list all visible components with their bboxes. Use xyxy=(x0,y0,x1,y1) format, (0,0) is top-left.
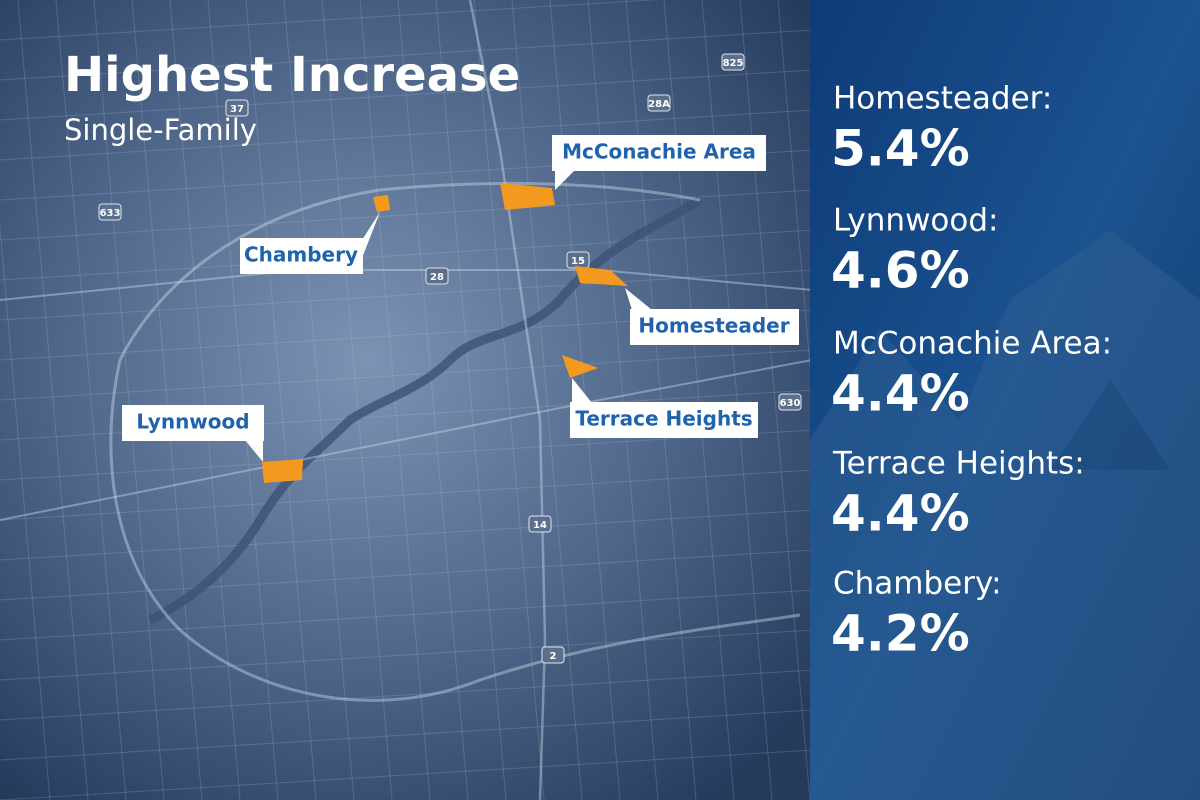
shield-box xyxy=(425,267,449,285)
callout-pointer xyxy=(625,288,652,310)
area-name: Lynnwood: xyxy=(833,203,998,239)
street xyxy=(0,69,813,121)
shield-label: 2 xyxy=(550,651,557,662)
callout-pointer xyxy=(245,440,263,462)
callout-box xyxy=(570,402,758,438)
callouts xyxy=(122,135,799,462)
area-lynnwood xyxy=(262,459,303,483)
street xyxy=(0,349,813,401)
area-name: Chambery: xyxy=(833,566,1002,602)
street xyxy=(0,709,813,761)
street xyxy=(625,0,697,800)
street xyxy=(0,222,51,800)
house-silhouette xyxy=(810,230,1200,800)
street xyxy=(131,0,203,800)
callout-box xyxy=(240,238,363,274)
street xyxy=(473,0,545,800)
shield-label: 630 xyxy=(780,398,801,409)
title: Highest Increase xyxy=(64,47,520,103)
street xyxy=(0,109,813,161)
shield-box xyxy=(721,53,745,71)
street xyxy=(0,189,813,241)
street xyxy=(663,0,735,800)
street xyxy=(207,0,279,800)
street xyxy=(0,749,813,800)
street xyxy=(0,669,813,721)
shield-label: 28A xyxy=(648,99,670,110)
street xyxy=(0,509,813,561)
street xyxy=(511,0,583,800)
street xyxy=(0,429,813,481)
shield-label: 14 xyxy=(533,520,547,531)
area-increase: 4.4% xyxy=(831,485,970,543)
highway-shields: 633 28 15 14 2 630 28A 37 825 xyxy=(98,53,802,664)
side-panel: Homesteader:5.4% Lynnwood:4.6% McConachie … xyxy=(810,0,1200,800)
area-mcconachie xyxy=(500,183,555,210)
street xyxy=(397,0,469,800)
ring-road xyxy=(109,359,801,702)
street xyxy=(17,0,89,800)
highway xyxy=(468,0,547,800)
area-increase: 4.4% xyxy=(831,365,970,423)
shield-box xyxy=(225,99,249,117)
area-increase: 4.6% xyxy=(831,242,970,300)
ring-road xyxy=(118,181,701,361)
map-background xyxy=(0,0,812,800)
shield-box xyxy=(98,203,122,221)
callout-pointer xyxy=(555,170,575,190)
street xyxy=(587,0,659,800)
avenue xyxy=(0,269,813,301)
callout-label: McConachie Area xyxy=(562,140,756,164)
street xyxy=(283,0,355,800)
callout-label: Chambery xyxy=(244,243,358,267)
area-name: Terrace Heights: xyxy=(832,446,1085,482)
street xyxy=(701,0,773,800)
street xyxy=(0,229,813,281)
shield-label: 633 xyxy=(100,208,121,219)
street xyxy=(169,0,241,800)
street xyxy=(435,0,507,800)
shield-label: 37 xyxy=(230,104,244,115)
shield-label: 15 xyxy=(571,256,585,267)
area-name: Homesteader: xyxy=(833,81,1052,117)
street xyxy=(0,629,813,681)
callout-label: Terrace Heights xyxy=(575,407,752,431)
shield-box xyxy=(541,646,565,664)
street xyxy=(0,549,813,601)
callout-label: Homesteader xyxy=(638,314,789,338)
callout-box xyxy=(122,405,264,441)
shield-label: 28 xyxy=(430,272,444,283)
street xyxy=(0,29,813,81)
area-homesteader xyxy=(575,266,628,286)
area-chambery xyxy=(373,195,390,212)
map: 633 28 15 14 2 630 28A 37 825 McConachie Area Ch… xyxy=(0,0,849,800)
street xyxy=(321,0,393,800)
callout-pointer xyxy=(572,378,592,403)
street xyxy=(0,269,813,321)
shield-box xyxy=(528,515,552,533)
increase-list: Homesteader:5.4% Lynnwood:4.6% McConachie … xyxy=(831,81,1112,663)
avenue xyxy=(0,359,813,521)
street xyxy=(55,0,127,800)
shield-label: 825 xyxy=(723,58,744,69)
callout-box xyxy=(552,135,766,171)
callout-label: Lynnwood xyxy=(136,410,249,434)
street xyxy=(245,0,317,800)
area-terrace-heights xyxy=(562,355,598,378)
callout-box xyxy=(630,309,799,345)
subtitle: Single-Family xyxy=(64,113,257,147)
street xyxy=(739,0,811,800)
area-increase: 5.4% xyxy=(831,120,970,178)
shield-box xyxy=(647,94,671,112)
callout-pointer xyxy=(362,212,380,258)
street xyxy=(93,0,165,800)
street xyxy=(0,469,813,521)
shield-box xyxy=(778,393,802,411)
street xyxy=(0,0,658,41)
area-name: McConachie Area: xyxy=(833,326,1112,362)
street xyxy=(0,589,813,641)
area-increase: 4.2% xyxy=(831,605,970,663)
